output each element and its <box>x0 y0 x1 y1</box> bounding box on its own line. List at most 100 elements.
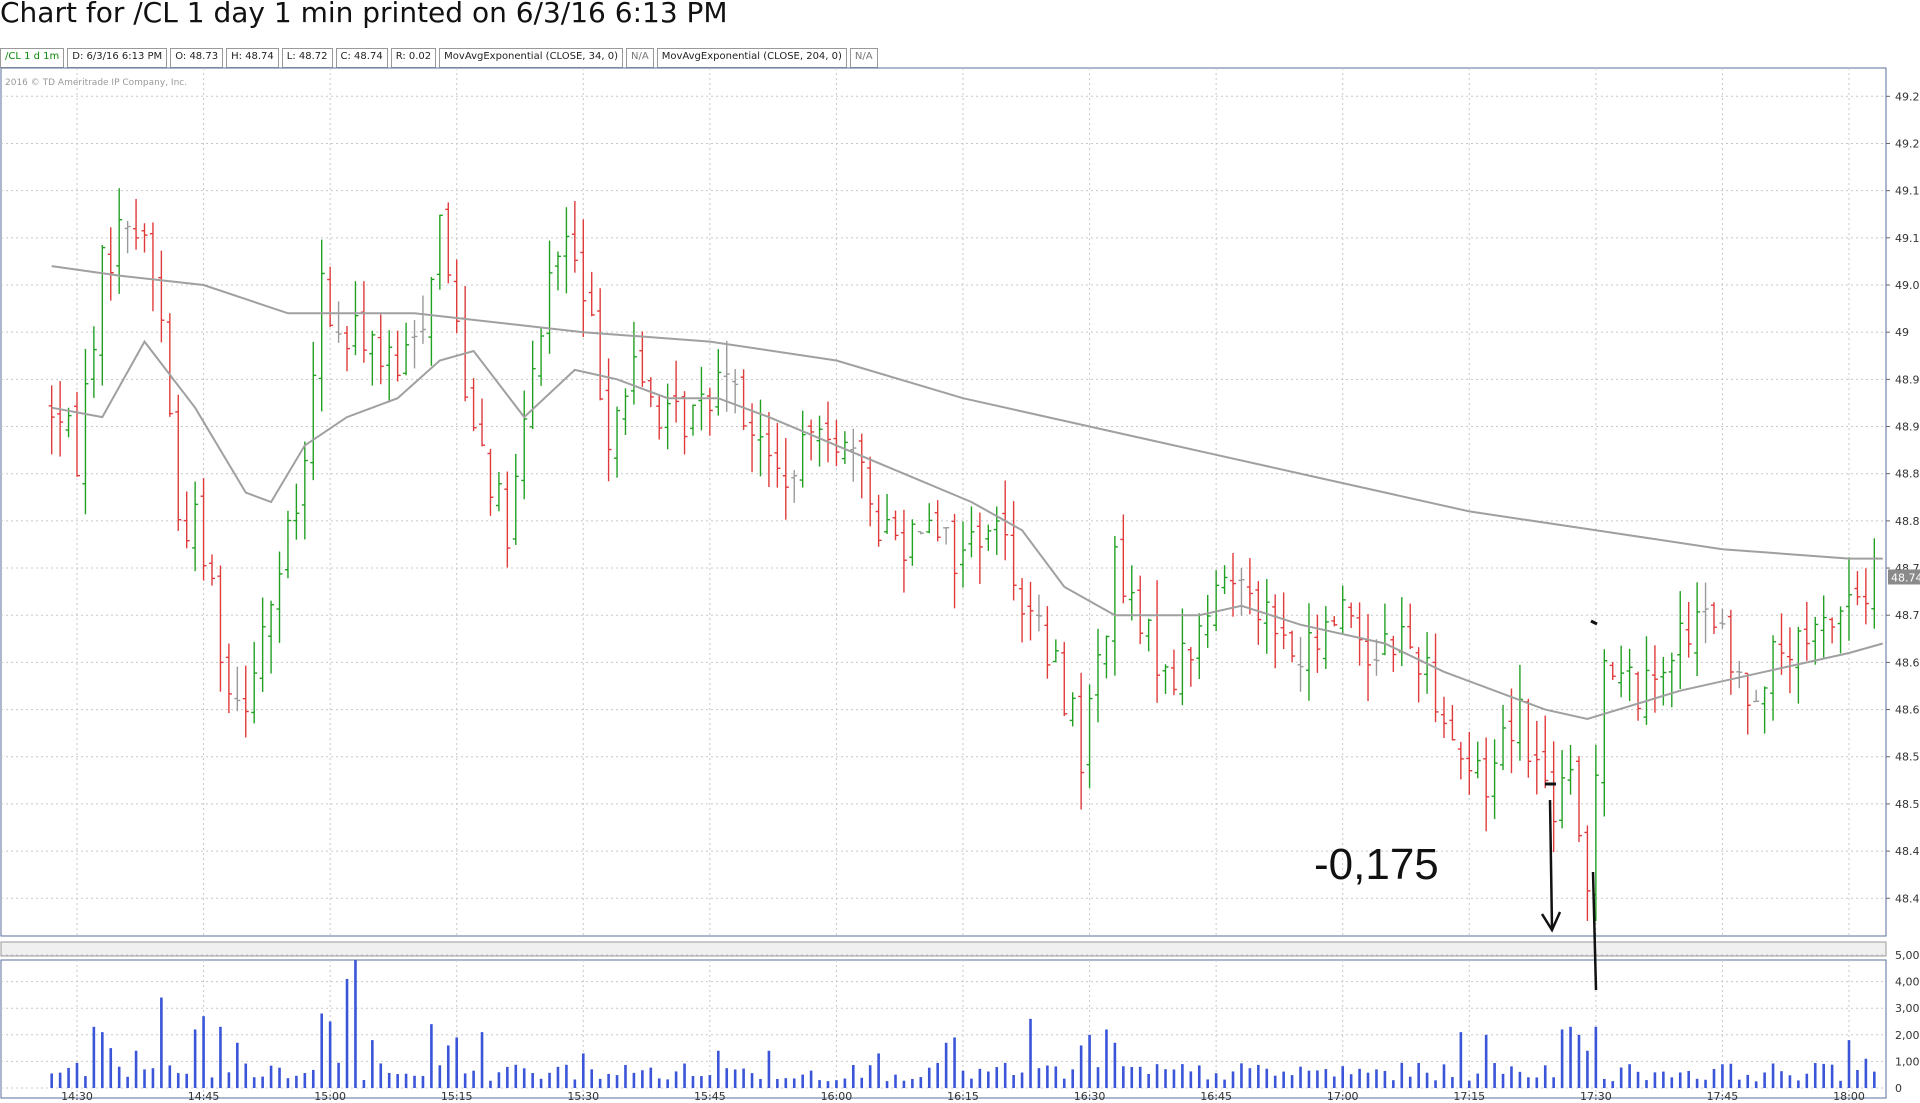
volume-bar <box>539 1078 543 1088</box>
ohlc-bar <box>529 340 536 430</box>
ohlc-bar <box>1862 568 1869 625</box>
panel-splitter <box>0 941 1887 957</box>
volume-bar <box>826 1081 830 1088</box>
ohlc-bar <box>445 202 452 284</box>
volume-bar <box>666 1079 669 1088</box>
volume-bar <box>1096 1067 1100 1088</box>
ohlc-bar <box>841 431 848 465</box>
volume-bar <box>961 1070 965 1088</box>
ohlc-bar <box>65 407 72 438</box>
ohlc-bar <box>327 266 334 328</box>
volume-bar <box>1375 1069 1378 1088</box>
ohlc-bar <box>217 565 224 692</box>
volume-bar <box>1771 1063 1775 1088</box>
volume-bar <box>311 1069 315 1088</box>
volume-bar <box>1392 1080 1395 1088</box>
volume-bar <box>1763 1072 1766 1088</box>
volume-bar <box>101 1032 104 1088</box>
ohlc-bar <box>943 527 950 545</box>
volume-bar <box>1181 1064 1184 1088</box>
volume-bar <box>1105 1029 1108 1088</box>
ohlc-bar <box>1390 635 1397 673</box>
volume-tick-label: 0 <box>1895 1082 1902 1095</box>
ohlc-bar <box>588 271 595 317</box>
volume-bar <box>801 1074 804 1088</box>
ohlc-bar <box>419 295 426 344</box>
volume-bar <box>1839 1080 1842 1088</box>
ohlc-bar <box>571 200 578 273</box>
ohlc-bar <box>546 240 553 354</box>
volume-bar <box>1012 1075 1015 1088</box>
volume-bar <box>413 1075 416 1088</box>
volume-bar <box>1493 1063 1496 1088</box>
volume-bar <box>868 1065 872 1088</box>
ohlc-bar <box>1145 618 1152 652</box>
ohlc-bar <box>1786 627 1793 694</box>
ohlc-bar <box>630 321 637 405</box>
ohlc-bar <box>673 360 680 423</box>
volume-bar <box>1029 1018 1032 1088</box>
ohlc-bar <box>1373 639 1380 676</box>
price-tick-label: 48.85 <box>1895 468 1920 481</box>
ohlc-bar <box>951 513 958 609</box>
ohlc-bar <box>808 419 815 461</box>
ohlc-bar <box>993 506 1000 555</box>
volume-bar <box>497 1072 501 1088</box>
volume-bar <box>1518 1071 1522 1088</box>
volume-bar <box>1484 1034 1488 1088</box>
volume-bar <box>1670 1077 1674 1088</box>
ohlc-bar <box>1297 636 1304 692</box>
ohlc-bar <box>403 322 410 376</box>
ohlc-bar <box>495 471 502 512</box>
price-tick-label: 49.1 <box>1895 232 1920 245</box>
ohlc-bar <box>968 506 975 558</box>
volume-bar <box>759 1078 762 1088</box>
ohlc-bar <box>1137 575 1144 645</box>
ohlc-bar <box>1491 739 1498 820</box>
ohlc-bar <box>504 471 511 568</box>
down-arrow-head <box>1540 911 1562 933</box>
volume-bar <box>1467 1080 1471 1088</box>
ohlc-bar <box>1753 689 1760 703</box>
ohlc-bar <box>706 387 713 436</box>
volume-bar <box>1611 1081 1615 1088</box>
ohlc-bar <box>1474 741 1481 779</box>
volume-bar <box>776 1079 779 1088</box>
volume-bar <box>1425 1072 1429 1088</box>
volume-bar <box>767 1050 771 1088</box>
volume-bar <box>1147 1073 1150 1088</box>
price-tick-label: 48.55 <box>1895 751 1920 764</box>
volume-bar <box>1712 1068 1716 1088</box>
ohlc-bar <box>1727 609 1734 695</box>
ohlc-bar <box>1398 597 1405 667</box>
ohlc-bar <box>74 391 80 477</box>
volume-bar <box>1628 1064 1631 1088</box>
ohlc-bar <box>715 349 722 416</box>
volume-bar <box>852 1064 855 1088</box>
ohlc-bar <box>1348 602 1355 628</box>
volume-bar <box>1535 1077 1539 1088</box>
volume-bar <box>674 1071 678 1088</box>
ohlc-bar <box>1272 594 1279 669</box>
volume-bar <box>784 1078 788 1088</box>
ohlc-bar <box>1668 652 1675 708</box>
ohlc-bar <box>774 422 781 488</box>
volume-bars <box>50 960 1876 1088</box>
ohlc-bar <box>1365 613 1372 702</box>
ohlc-bar <box>293 483 300 540</box>
volume-bar <box>531 1073 534 1088</box>
annotation-text: -0,175 <box>1314 840 1439 889</box>
volume-bar <box>446 1045 450 1088</box>
volume-bar <box>1324 1069 1328 1088</box>
ohlc-bar <box>487 448 494 516</box>
ohlc-bar <box>1677 591 1684 690</box>
volume-bar <box>590 1069 594 1088</box>
ohlc-bar <box>133 198 140 250</box>
ohlc-bar <box>1575 756 1582 843</box>
volume-tick-label: 2,000 <box>1895 1029 1920 1042</box>
ohlc-bar <box>538 327 545 386</box>
volume-bar <box>1754 1081 1758 1088</box>
ohlc-bar <box>1550 741 1557 853</box>
ohlc-bar <box>82 348 89 515</box>
